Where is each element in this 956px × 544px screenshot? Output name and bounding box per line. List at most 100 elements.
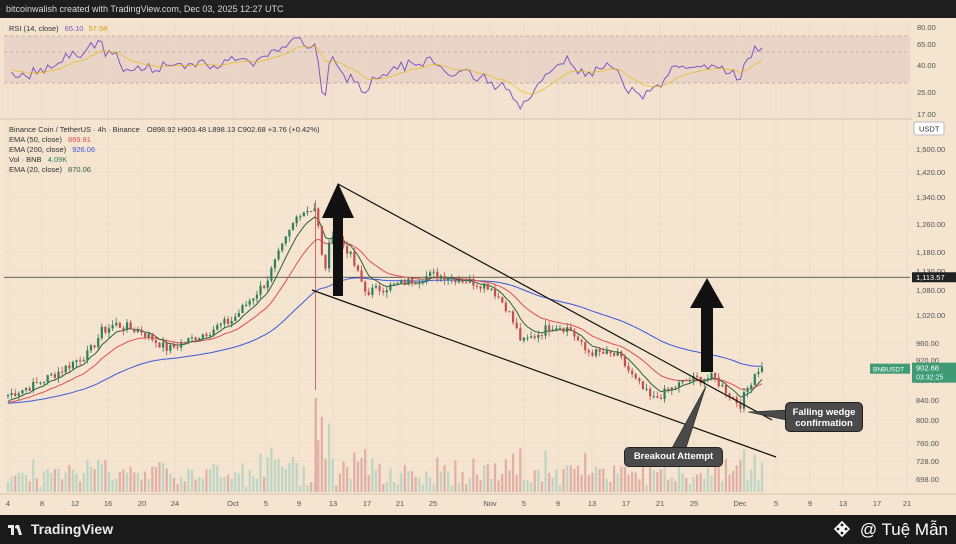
- volume-bar: [465, 483, 468, 492]
- volume-bar: [89, 466, 93, 492]
- volume-bar: [508, 470, 511, 492]
- rsi-band: [4, 36, 910, 83]
- candle-body: [378, 285, 381, 291]
- candle-body: [230, 320, 233, 324]
- volume-bar: [28, 481, 31, 492]
- volume-bar: [735, 465, 738, 492]
- candle-body: [511, 311, 515, 323]
- price-tick-label: 1,340.00: [916, 193, 945, 202]
- volume-bar: [522, 480, 525, 492]
- volume-bar: [187, 468, 190, 492]
- volume-bar: [591, 472, 594, 492]
- candle-body: [501, 297, 504, 303]
- rsi-tick-label: 65.00: [917, 40, 936, 49]
- volume-bar: [14, 475, 17, 492]
- volume-bar: [172, 477, 176, 492]
- candle-body: [641, 381, 645, 389]
- volume-bar: [757, 480, 760, 492]
- candle-body: [180, 342, 183, 348]
- candle-body: [190, 337, 194, 339]
- candle-body: [649, 388, 652, 397]
- symbol-line[interactable]: Binance Coin / TetherUS · 4h · Binance: [9, 125, 140, 134]
- candle-body: [277, 250, 280, 260]
- candle-body: [14, 393, 17, 396]
- candle-body: [151, 333, 154, 341]
- volume-bar: [450, 485, 453, 492]
- candle-body: [32, 381, 35, 391]
- candle-body: [605, 350, 608, 354]
- volume-bar: [378, 463, 381, 492]
- volume-bar: [475, 474, 479, 492]
- volume-bar: [670, 477, 673, 492]
- volume-bar: [374, 469, 378, 492]
- volume-bar: [732, 470, 735, 492]
- candle-body: [169, 344, 172, 351]
- date-tick-label: 13: [329, 499, 337, 508]
- volume-bar: [158, 462, 161, 492]
- candle-body: [255, 294, 259, 299]
- volume-bar: [61, 479, 64, 492]
- volume-bar: [266, 457, 269, 492]
- candle-body: [558, 328, 562, 330]
- candle-body: [71, 361, 75, 369]
- candle-body: [327, 242, 331, 269]
- candle-body: [100, 326, 103, 339]
- candle-body: [306, 210, 309, 213]
- candle-body: [50, 374, 53, 376]
- date-tick-label: 9: [297, 499, 301, 508]
- volume-bar: [349, 478, 352, 492]
- candle-body: [107, 328, 111, 333]
- volume-bar: [35, 478, 38, 492]
- candle-body: [57, 371, 60, 378]
- candle-body: [226, 318, 230, 324]
- date-tick-label: 16: [104, 499, 112, 508]
- volume-bar: [277, 458, 280, 492]
- candle-body: [497, 296, 500, 298]
- volume-bar: [284, 468, 287, 492]
- volume-bar: [219, 477, 222, 492]
- candle-body: [385, 290, 388, 293]
- candle-body: [450, 277, 453, 279]
- candle-body: [634, 374, 637, 379]
- ema200-label[interactable]: EMA (200, close): [9, 145, 67, 154]
- volume-bar: [335, 485, 338, 492]
- candle-body: [75, 360, 78, 362]
- candle-body: [667, 388, 670, 391]
- volume-bar: [180, 477, 183, 492]
- date-tick-label: 9: [556, 499, 560, 508]
- ema20-value: 870.06: [68, 165, 91, 174]
- symbol-label: BNBUSDT: [873, 367, 904, 374]
- ema50-label[interactable]: EMA (50, close): [9, 135, 62, 144]
- volume-bar: [50, 473, 53, 492]
- candle-body: [724, 384, 728, 394]
- candle-body: [187, 337, 190, 344]
- volume-bar: [176, 484, 179, 492]
- candle-body: [576, 336, 580, 341]
- volume-bar: [688, 483, 691, 492]
- candle-body: [465, 282, 468, 284]
- ema20-label[interactable]: EMA (20, close): [9, 165, 62, 174]
- volume-bar: [739, 460, 742, 492]
- volume-bar: [428, 477, 432, 492]
- volume-bar: [436, 457, 439, 492]
- volume-bar: [111, 480, 114, 492]
- volume-bar: [291, 457, 295, 492]
- volume-bar: [281, 466, 284, 492]
- volume-bar: [385, 481, 388, 492]
- vol-label[interactable]: Vol · BNB: [9, 155, 42, 164]
- price-chart[interactable]: 80.00 65.00 40.00 25.00 17.00 USDT 1,500.00 1,4…: [0, 18, 956, 515]
- volume-bar: [703, 478, 706, 492]
- date-tick-label: 20: [138, 499, 146, 508]
- date-tick-label: Oct: [227, 499, 240, 508]
- candle-body: [732, 396, 735, 398]
- candle-body: [695, 375, 699, 377]
- date-tick-label: 12: [71, 499, 79, 508]
- date-tick-label: 5: [774, 499, 778, 508]
- volume-bar: [309, 482, 313, 492]
- wedge-upper-line: [337, 183, 773, 421]
- candle-body: [620, 351, 623, 357]
- volume-bar: [234, 472, 237, 492]
- volume-bar: [551, 478, 554, 492]
- volume-bar: [118, 472, 121, 492]
- tradingview-logo[interactable]: TradingView: [8, 521, 113, 537]
